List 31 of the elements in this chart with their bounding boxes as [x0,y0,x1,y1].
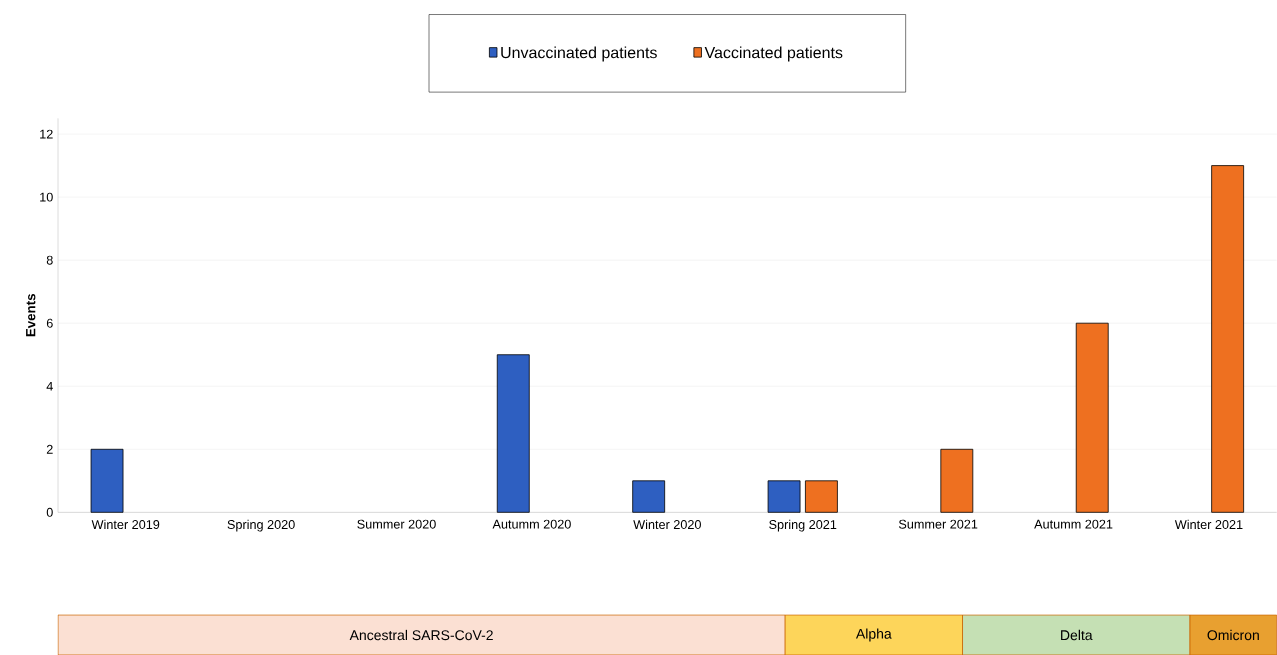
x-tick-label: Autumm 2020 [492,519,571,529]
y-tick-label: 6 [46,318,53,328]
x-tick-label: Winter 2021 [1174,519,1243,529]
y-tick-label: 10 [40,192,53,202]
bar [767,480,801,513]
legend-label: Unvaccinated patients [501,46,657,62]
bar [1211,165,1245,513]
x-tick-label: Autumm 2021 [1034,519,1113,529]
text: Omicron [1207,629,1259,641]
y-tick-label: 0 [46,507,53,517]
bar [805,480,838,513]
bar [1075,322,1109,513]
bar [940,448,974,513]
bar [496,354,530,513]
x-tick-label: Summer 2021 [898,519,978,529]
y-tick-label: 12 [40,129,53,139]
y-axis-title: Events [26,294,36,337]
legend-label: Vaccinated patients [704,46,843,62]
x-tick-label: Winter 2019 [91,519,160,529]
x-tick-label: Spring 2021 [769,519,837,532]
y-tick-label: 2 [46,444,53,454]
x-tick-label: Winter 2020 [633,519,701,529]
x-tick-label: Summer 2020 [357,519,436,529]
y-tick-label: 8 [46,255,53,265]
bar [90,448,124,513]
bar [632,480,666,513]
y-tick-label: 4 [46,381,53,391]
text: Ancestral SARS-CoV-2 [349,629,493,641]
text: Alpha [855,628,892,642]
text: Delta [1061,629,1093,641]
x-tick-label: Spring 2020 [227,519,295,532]
